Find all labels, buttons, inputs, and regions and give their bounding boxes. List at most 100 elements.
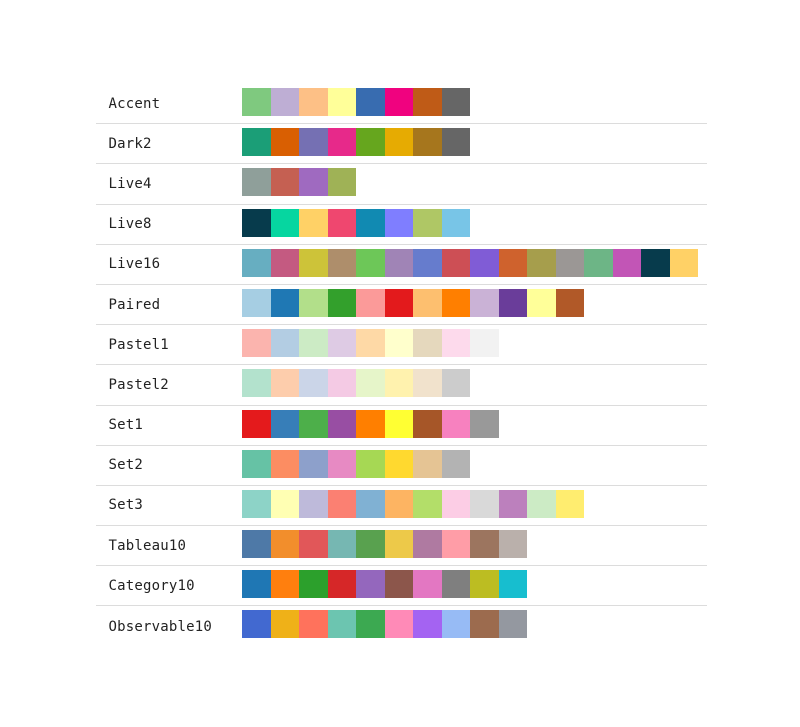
color-swatch [413, 128, 442, 157]
palette-name: Accent [108, 95, 161, 112]
color-swatch [356, 88, 385, 116]
palette-name: Tableau10 [108, 537, 187, 554]
color-swatch [413, 329, 442, 358]
color-swatch [384, 409, 413, 438]
color-swatch [470, 489, 499, 518]
palette-name: Observable10 [108, 618, 213, 635]
color-swatch [242, 409, 271, 438]
color-swatch [527, 489, 556, 518]
color-swatch [327, 248, 356, 277]
color-swatch [327, 610, 356, 639]
color-swatch [327, 288, 356, 317]
color-swatch [270, 449, 299, 478]
color-swatch [527, 248, 556, 277]
color-swatch [299, 329, 328, 358]
color-swatch [270, 610, 299, 639]
palette-swatches [242, 489, 584, 518]
palette-table: Accent Dark2 Live4 Live8 Live16 Paired Pastel1… [96, 84, 707, 647]
color-swatch [299, 248, 328, 277]
color-swatch [356, 449, 385, 478]
color-swatch [555, 248, 584, 277]
color-swatch [413, 449, 442, 478]
palette-row-set2: Set2 [96, 446, 707, 486]
color-swatch [498, 489, 527, 518]
palette-swatches [242, 208, 470, 237]
color-swatch [498, 610, 527, 639]
color-swatch [555, 489, 584, 518]
color-swatch [299, 409, 328, 438]
color-swatch [356, 610, 385, 639]
color-swatch [270, 530, 299, 559]
color-swatch [270, 369, 299, 398]
palette-row-paired: Paired [96, 285, 707, 326]
color-swatch [470, 288, 499, 317]
color-swatch [470, 409, 499, 438]
color-swatch [356, 248, 385, 277]
color-swatch [327, 208, 356, 237]
color-swatch [527, 288, 556, 317]
color-swatch [299, 88, 328, 116]
color-swatch [470, 530, 499, 559]
palette-swatches [242, 128, 470, 157]
color-swatch [270, 288, 299, 317]
color-swatch [441, 128, 470, 157]
palette-name: Category10 [108, 577, 195, 594]
color-swatch [299, 288, 328, 317]
color-swatch [242, 369, 271, 398]
color-swatch [242, 208, 271, 237]
color-swatch [413, 530, 442, 559]
color-swatch [384, 248, 413, 277]
color-swatch [384, 128, 413, 157]
color-swatch [441, 449, 470, 478]
color-swatch [384, 88, 413, 116]
color-swatch [270, 88, 299, 116]
palette-name: Live8 [108, 216, 152, 233]
color-swatch [384, 610, 413, 639]
color-swatch [413, 248, 442, 277]
color-swatch [641, 248, 670, 277]
color-swatch [441, 329, 470, 358]
color-swatch [441, 489, 470, 518]
color-swatch [384, 288, 413, 317]
color-swatch [242, 489, 271, 518]
color-swatch [413, 88, 442, 116]
color-swatch [270, 128, 299, 157]
palette-swatches [242, 449, 470, 478]
color-swatch [299, 570, 328, 599]
palette-row-set3: Set3 [96, 486, 707, 527]
color-swatch [356, 530, 385, 559]
color-swatch [242, 329, 271, 358]
palette-swatches [242, 610, 527, 639]
color-swatch [441, 208, 470, 237]
color-swatch [413, 489, 442, 518]
color-swatch [612, 248, 641, 277]
color-swatch [356, 409, 385, 438]
color-swatch [242, 530, 271, 559]
palette-name: Live16 [108, 256, 161, 273]
color-swatch [413, 288, 442, 317]
color-swatch [327, 409, 356, 438]
palette-name: Paired [108, 296, 161, 313]
palette-name: Set2 [108, 457, 144, 474]
color-swatch [441, 369, 470, 398]
palette-swatches [242, 288, 584, 317]
color-swatch [384, 570, 413, 599]
color-swatch [327, 530, 356, 559]
color-swatch [356, 489, 385, 518]
color-swatch [299, 530, 328, 559]
color-swatch [384, 208, 413, 237]
palette-swatches [242, 409, 499, 438]
color-swatch [356, 570, 385, 599]
color-swatch [327, 128, 356, 157]
palette-row-tableau10: Tableau10 [96, 526, 707, 567]
color-swatch [441, 288, 470, 317]
color-swatch [441, 530, 470, 559]
color-swatch [384, 489, 413, 518]
color-swatch [441, 248, 470, 277]
color-swatch [327, 329, 356, 358]
color-swatch [242, 449, 271, 478]
palette-swatches [242, 248, 698, 277]
color-swatch [327, 570, 356, 599]
palette-name: Set3 [108, 497, 144, 514]
color-swatch [413, 409, 442, 438]
